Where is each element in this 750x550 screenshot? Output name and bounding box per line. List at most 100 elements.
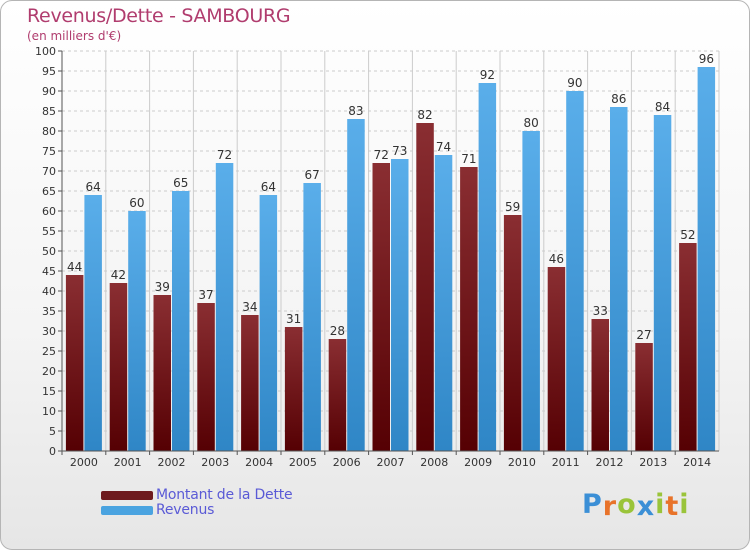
data-label-revenus-2012: 86 [611, 92, 626, 106]
bar-dette-2006 [328, 339, 347, 451]
y-tick-label: 85 [42, 105, 56, 118]
data-label-revenus-2002: 65 [173, 176, 188, 190]
logo-letter: o [617, 489, 637, 520]
data-label-dette-2010: 59 [505, 200, 520, 214]
data-label-revenus-2014: 96 [699, 52, 714, 66]
bars [65, 67, 716, 451]
legend-label-revenus: Revenus [156, 502, 215, 518]
bar-dette-2013 [635, 343, 653, 451]
y-tick-label: 65 [42, 185, 56, 198]
bar-revenus-2006 [347, 119, 365, 451]
legend-item-dette: Montant de la Dette [101, 487, 293, 503]
bar-dette-2002 [153, 295, 171, 451]
x-tick-label: 2009 [464, 456, 492, 469]
bar-revenus-2007 [391, 159, 409, 451]
data-label-revenus-2006: 83 [348, 104, 363, 118]
y-tick-label: 90 [42, 85, 56, 98]
data-label-dette-2009: 71 [461, 152, 476, 166]
x-tick-label: 2013 [639, 456, 667, 469]
bar-dette-2005 [284, 327, 303, 451]
bar-dette-2011 [547, 267, 566, 451]
bar-revenus-2011 [566, 91, 584, 451]
data-label-revenus-2011: 90 [567, 76, 582, 90]
bar-dette-2004 [241, 315, 259, 451]
legend-swatch-revenus [101, 505, 153, 515]
data-label-dette-2008: 82 [417, 108, 432, 122]
y-tick-label: 35 [42, 305, 56, 318]
data-label-dette-2003: 37 [198, 288, 213, 302]
bar-revenus-2014 [697, 67, 716, 451]
x-tick-label: 2010 [508, 456, 536, 469]
legend-swatch-dette [101, 490, 153, 500]
data-label-revenus-2005: 67 [305, 168, 320, 182]
x-tick-label: 2014 [683, 456, 711, 469]
y-tick-label: 45 [42, 265, 56, 278]
legend-item-revenus: Revenus [101, 502, 215, 518]
data-label-dette-2007: 72 [374, 148, 389, 162]
x-tick-label: 2001 [114, 456, 142, 469]
bar-revenus-2002 [172, 191, 190, 451]
logo-letter: i [679, 489, 690, 520]
data-label-dette-2006: 28 [330, 324, 345, 338]
data-label-revenus-2003: 72 [217, 148, 232, 162]
bar-revenus-2008 [434, 155, 453, 451]
data-label-revenus-2000: 64 [86, 180, 101, 194]
y-tick-label: 10 [42, 405, 56, 418]
logo-letter: t [665, 491, 680, 522]
data-label-dette-2013: 27 [636, 328, 651, 342]
legend-label-dette: Montant de la Dette [156, 487, 293, 503]
bar-revenus-2005 [303, 183, 321, 451]
data-label-dette-2014: 52 [680, 228, 695, 242]
y-tick-label: 50 [42, 245, 56, 258]
x-tick-label: 2002 [158, 456, 186, 469]
y-tick-label: 0 [49, 445, 56, 458]
y-tick-label: 5 [49, 425, 56, 438]
y-tick-label: 20 [42, 365, 56, 378]
bar-revenus-2000 [84, 195, 102, 451]
logo-letter: x [636, 491, 656, 522]
bar-dette-2000 [65, 275, 84, 451]
y-tick-label: 80 [42, 125, 56, 138]
x-tick-label: 2000 [70, 456, 98, 469]
y-tick-label: 100 [35, 45, 56, 58]
grid-lines [61, 50, 720, 452]
data-label-dette-2012: 33 [593, 304, 608, 318]
y-tick-label: 75 [42, 145, 56, 158]
bar-revenus-2013 [653, 115, 672, 451]
bar-dette-2010 [503, 215, 522, 451]
chart-title: Revenus/Dette - SAMBOURG [27, 5, 291, 27]
x-tick-label: 2003 [201, 456, 229, 469]
data-label-dette-2002: 39 [155, 280, 170, 294]
bar-dette-2014 [679, 243, 697, 451]
y-tick-label: 25 [42, 345, 56, 358]
x-tick-label: 2008 [420, 456, 448, 469]
proxiti-logo: Proxiti [582, 489, 690, 522]
bar-revenus-2001 [128, 211, 146, 451]
y-tick-label: 60 [42, 205, 56, 218]
x-tick-label: 2011 [552, 456, 580, 469]
logo-letter: r [602, 491, 618, 522]
x-tick-label: 2007 [377, 456, 405, 469]
bar-dette-2009 [460, 167, 478, 451]
data-label-dette-2005: 31 [286, 312, 301, 326]
data-label-revenus-2007: 73 [392, 144, 407, 158]
bar-dette-2001 [109, 283, 128, 451]
data-label-dette-2001: 42 [111, 268, 126, 282]
y-tick-label: 30 [42, 325, 56, 338]
bar-revenus-2003 [215, 163, 234, 451]
y-tick-label: 15 [42, 385, 56, 398]
bar-revenus-2010 [522, 131, 540, 451]
data-label-revenus-2008: 74 [436, 140, 451, 154]
x-tick-label: 2004 [245, 456, 273, 469]
y-tick-label: 95 [42, 65, 56, 78]
x-tick-label: 2012 [596, 456, 624, 469]
y-tick-label: 70 [42, 165, 56, 178]
data-label-revenus-2004: 64 [261, 180, 276, 194]
bar-revenus-2004 [259, 195, 278, 451]
bar-revenus-2012 [610, 107, 628, 451]
bar-dette-2007 [372, 163, 390, 451]
bar-dette-2012 [591, 319, 609, 451]
